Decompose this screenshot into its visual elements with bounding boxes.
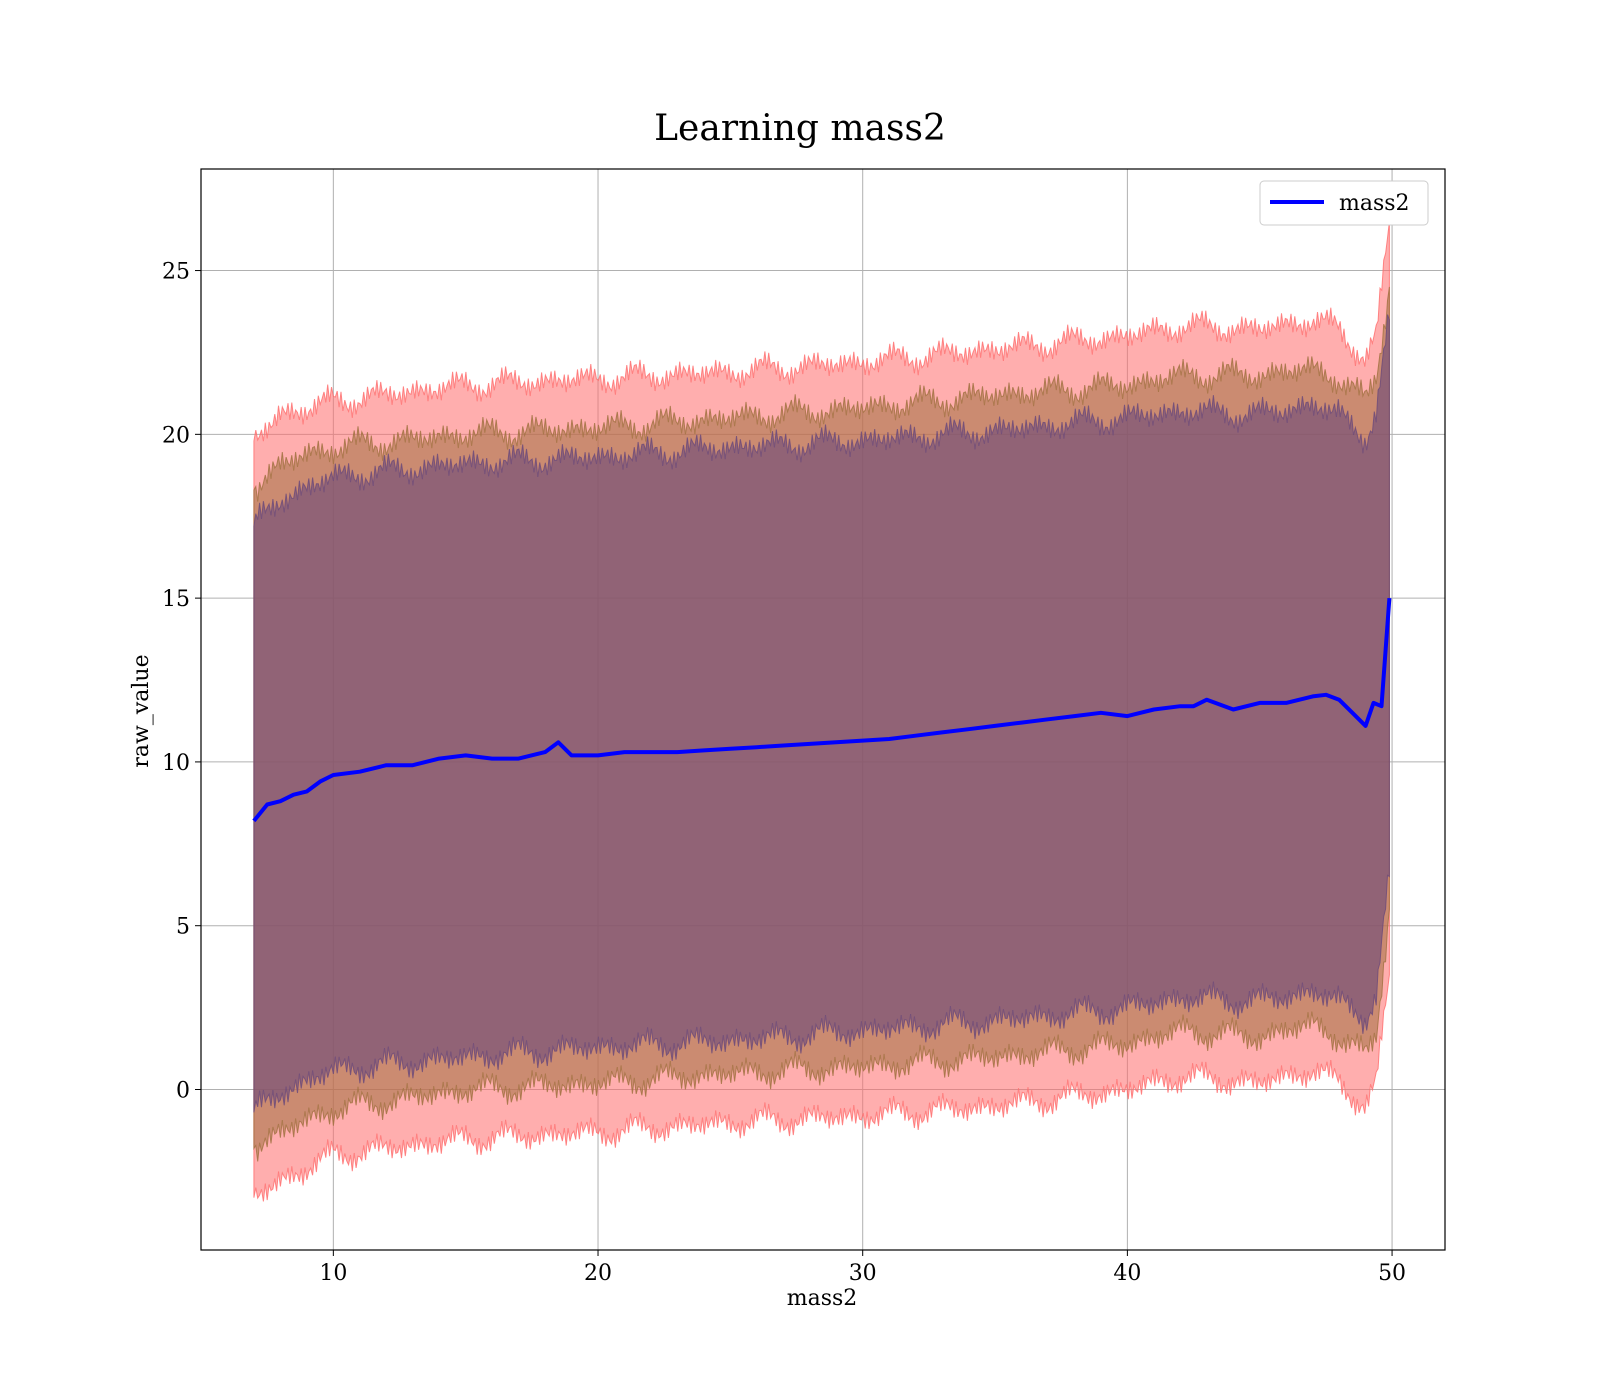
legend-label-mass2: mass2: [1339, 191, 1410, 216]
x-tick-label-50: 50: [1378, 1261, 1406, 1286]
y-ticks: 0 5 10 15 20 25: [162, 260, 201, 1103]
y-tick-label-0: 0: [176, 1078, 190, 1103]
x-tick-label-20: 20: [584, 1261, 612, 1286]
series-lines: [252, 597, 1392, 823]
x-axis-label: mass2: [787, 1286, 858, 1311]
y-tick-label-10: 10: [162, 751, 190, 776]
y-tick-label-25: 25: [162, 260, 190, 285]
y-tick-label-20: 20: [162, 423, 190, 448]
confidence-bands: [253, 221, 1390, 1202]
x-tick-label-40: 40: [1113, 1261, 1141, 1286]
legend-box: [1259, 180, 1429, 226]
chart-title: Learning mass2: [654, 108, 946, 149]
y-tick-label-5: 5: [176, 915, 190, 940]
plot-frame: [200, 168, 1446, 1251]
y-axis-label: raw_value: [129, 654, 154, 767]
band-inner: [253, 314, 1390, 1113]
x-ticks: 10 20 30 40 50: [319, 1250, 1406, 1286]
series-line-mass2: [252, 597, 1392, 823]
x-tick-label-30: 30: [849, 1261, 877, 1286]
x-tick-label-10: 10: [319, 1261, 347, 1286]
legend: mass2: [1259, 180, 1429, 226]
y-tick-label-15: 15: [162, 587, 190, 612]
